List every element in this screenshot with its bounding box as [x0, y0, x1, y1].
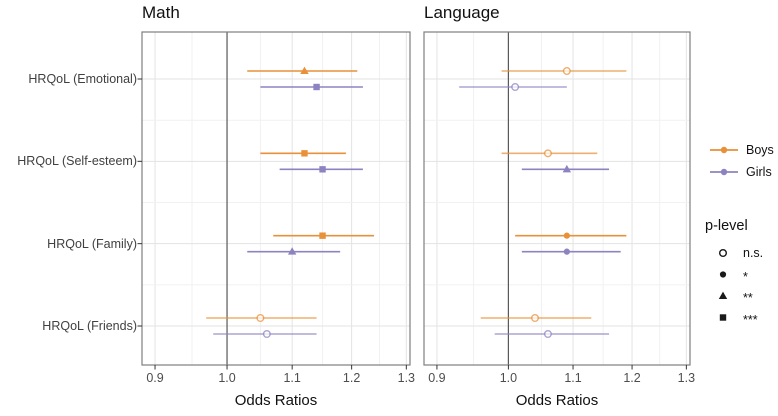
- data-point-open-circle: [256, 313, 265, 322]
- x-tick-label: 1.2: [343, 371, 360, 385]
- data-point-triangle: [287, 247, 297, 255]
- data-point-square: [301, 150, 308, 157]
- x-axis-title-math: Odds Ratios: [234, 392, 318, 409]
- panel-border: [423, 31, 691, 366]
- x-tick-label: 1.1: [564, 371, 581, 385]
- x-tick-label: 1.1: [283, 371, 300, 385]
- data-point-open-circle: [719, 248, 728, 257]
- x-tick-label: 1.0: [218, 371, 235, 385]
- data-point-open-circle: [511, 82, 520, 91]
- legend-label-star: *: [743, 270, 748, 284]
- panel-title-math: Math: [142, 3, 180, 22]
- panel-title-language: Language: [424, 3, 500, 22]
- x-axis-title-language: Odds Ratios: [515, 392, 599, 409]
- y-axis-label-family: HRQoL (Family): [47, 237, 137, 251]
- legend-label-girls: Girls: [746, 165, 772, 179]
- data-point-triangle: [562, 164, 572, 173]
- legend-key-point: [720, 146, 728, 154]
- data-point-filled-circle: [719, 271, 727, 278]
- data-point-filled-circle: [563, 248, 570, 255]
- data-point-triangle: [718, 291, 728, 299]
- data-point-triangle: [300, 66, 309, 74]
- y-axis-label-self-esteem: HRQoL (Self-esteem): [17, 154, 137, 168]
- y-axis-label-emotional: HRQoL (Emotional): [28, 72, 137, 86]
- y-axis-label-friends: HRQoL (Friends): [42, 319, 137, 333]
- legend-label-double-star: **: [743, 291, 753, 305]
- legend-label-triple-star: ***: [743, 313, 758, 327]
- legend-key-point: [720, 168, 728, 176]
- x-tick-label: 0.9: [428, 371, 445, 385]
- data-point-open-circle: [531, 313, 540, 322]
- x-tick-label: 1.0: [500, 371, 517, 385]
- data-point-square: [319, 232, 326, 239]
- data-point-square: [313, 83, 320, 91]
- data-point-open-circle: [543, 149, 552, 158]
- x-tick-label: 1.3: [398, 371, 415, 385]
- legend-label-ns: n.s.: [743, 246, 764, 260]
- data-point-filled-circle: [563, 232, 570, 239]
- data-point-open-circle: [262, 329, 271, 338]
- data-point-open-circle: [543, 329, 552, 338]
- x-tick-label: 1.3: [678, 371, 695, 385]
- data-point-square: [319, 166, 326, 173]
- x-tick-label: 0.9: [146, 371, 163, 385]
- legend-title-p-level: p-level: [705, 218, 748, 234]
- legend-label-boys: Boys: [746, 143, 774, 157]
- x-tick-label: 1.2: [623, 371, 640, 385]
- data-point-square: [719, 314, 727, 321]
- data-point-open-circle: [562, 66, 571, 75]
- panel-border: [141, 31, 411, 366]
